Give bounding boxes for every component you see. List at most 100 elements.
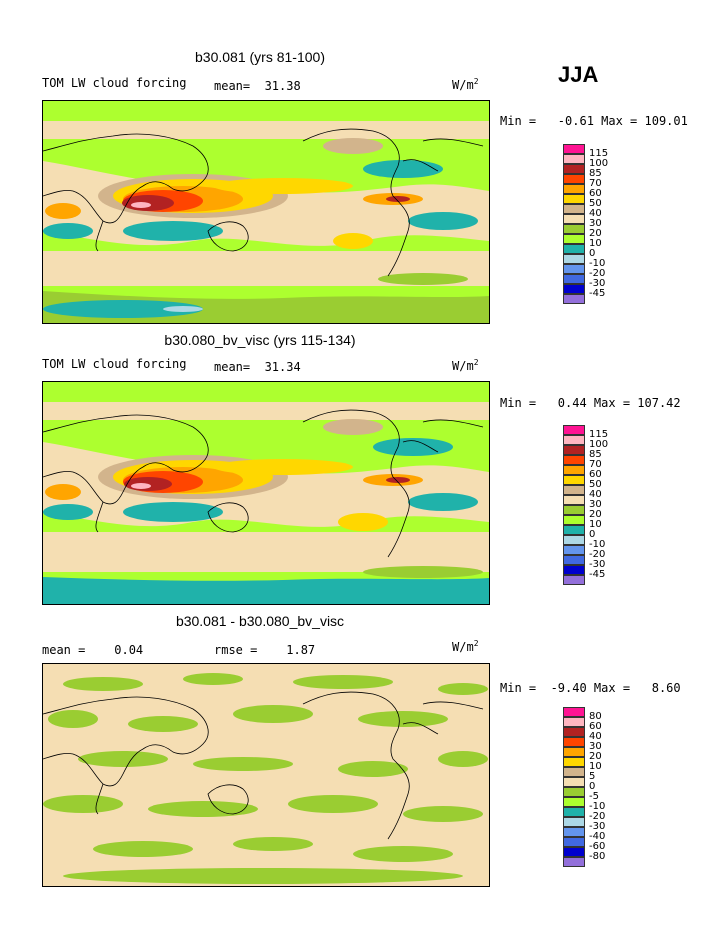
colorbar-swatch [563, 495, 585, 505]
colorbar-label: 30 [589, 499, 602, 510]
colorbar-label: 70 [589, 178, 602, 189]
panel3-units: W/m2 [452, 639, 479, 654]
colorbar-label: 60 [589, 469, 602, 480]
colorbar-swatch [563, 274, 585, 284]
colorbar-swatch [563, 435, 585, 445]
panel3-minmax: Min = -9.40 Max = 8.60 [500, 681, 681, 695]
panel3-map-svg [43, 664, 489, 886]
colorbar-swatch [563, 545, 585, 555]
colorbar-swatch [563, 234, 585, 244]
colorbar-label: -40 [589, 831, 606, 842]
colorbar-label: 10 [589, 238, 602, 249]
colorbar-swatch [563, 757, 585, 767]
colorbar-label: 5 [589, 771, 596, 782]
panel3-title: b30.081 - b30.080_bv_visc [175, 613, 345, 629]
colorbar-label: 0 [589, 781, 596, 792]
panel2-minmax: Min = 0.44 Max = 107.42 [500, 396, 681, 410]
colorbar-label: 0 [589, 248, 596, 259]
colorbar-label: -10 [589, 258, 606, 269]
colorbar-label: -45 [589, 288, 606, 299]
colorbar-swatch [563, 505, 585, 515]
colorbar-label: -30 [589, 821, 606, 832]
colorbar-label: 100 [589, 439, 609, 450]
colorbar-label: -20 [589, 811, 606, 822]
colorbar-label: 40 [589, 489, 602, 500]
colorbar-label: 80 [589, 711, 602, 722]
colorbar-swatch [563, 425, 585, 435]
panel3-colorbar: 80 60 40 30 20 10 5 0 -5 -10 -20 -30 -40… [563, 707, 623, 882]
colorbar-swatch [563, 204, 585, 214]
colorbar-swatch [563, 717, 585, 727]
colorbar-swatch [563, 254, 585, 264]
colorbar-label: -60 [589, 841, 606, 852]
colorbar-swatch [563, 284, 585, 294]
panel2-colorbar: 115 100 85 70 60 50 40 30 20 10 0 -10 -2… [563, 425, 623, 600]
panel1-map-svg [43, 101, 489, 323]
colorbar-swatch [563, 747, 585, 757]
colorbar-label: 60 [589, 721, 602, 732]
colorbar-swatch [563, 787, 585, 797]
colorbar-label: 50 [589, 479, 602, 490]
panel1-colorbar: 115 100 85 70 60 50 40 30 20 10 0 -10 -2… [563, 144, 623, 319]
panel1-units: W/m2 [452, 77, 479, 92]
colorbar-swatch [563, 535, 585, 545]
colorbar-swatch [563, 164, 585, 174]
panel2-title: b30.080_bv_visc (yrs 115-134) [164, 332, 356, 348]
panel2-map [42, 381, 490, 605]
colorbar-swatch [563, 244, 585, 254]
colorbar-label: -5 [589, 791, 599, 802]
colorbar-swatch [563, 525, 585, 535]
colorbar-swatch [563, 485, 585, 495]
colorbar-swatch [563, 727, 585, 737]
colorbar-label: 85 [589, 449, 602, 460]
panel3-map [42, 663, 490, 887]
colorbar-label: 0 [589, 529, 596, 540]
colorbar-swatch [563, 184, 585, 194]
colorbar-label: 85 [589, 168, 602, 179]
colorbar-swatch [563, 214, 585, 224]
colorbar-label: 40 [589, 731, 602, 742]
colorbar-label: 30 [589, 741, 602, 752]
panel1-map [42, 100, 490, 324]
colorbar-swatch [563, 827, 585, 837]
colorbar-swatch [563, 767, 585, 777]
colorbar-swatch [563, 475, 585, 485]
colorbar-swatch [563, 737, 585, 747]
panel2-units: W/m2 [452, 358, 479, 373]
colorbar-label: 10 [589, 761, 602, 772]
colorbar-swatch [563, 515, 585, 525]
colorbar-label: 50 [589, 198, 602, 209]
colorbar-swatch [563, 455, 585, 465]
season-label: JJA [558, 62, 599, 87]
panel1-mean: mean= 31.38 [214, 79, 301, 93]
panel2-field-label: TOM LW cloud forcing [42, 357, 187, 371]
colorbar-swatch [563, 264, 585, 274]
colorbar-swatch [563, 575, 585, 585]
colorbar-swatch [563, 174, 585, 184]
panel1-field-label: TOM LW cloud forcing [42, 76, 187, 90]
colorbar-swatch [563, 224, 585, 234]
colorbar-swatch [563, 807, 585, 817]
colorbar-label: 115 [589, 148, 609, 159]
colorbar-swatch [563, 707, 585, 717]
colorbar-label: 20 [589, 228, 602, 239]
colorbar-label: 30 [589, 218, 602, 229]
colorbar-swatch [563, 294, 585, 304]
colorbar-label: 100 [589, 158, 609, 169]
colorbar-label: -10 [589, 539, 606, 550]
panel2-map-svg [43, 382, 489, 604]
colorbar-swatch [563, 154, 585, 164]
colorbar-label: -20 [589, 549, 606, 560]
colorbar-swatch [563, 837, 585, 847]
colorbar-label: -80 [589, 851, 606, 862]
colorbar-swatch [563, 847, 585, 857]
colorbar-label: -45 [589, 569, 606, 580]
panel1-title: b30.081 (yrs 81-100) [195, 49, 325, 65]
colorbar-swatch [563, 465, 585, 475]
colorbar-label: -30 [589, 278, 606, 289]
colorbar-label: 20 [589, 751, 602, 762]
panel3-mean: mean = 0.04 [42, 643, 144, 657]
colorbar-label: 60 [589, 188, 602, 199]
colorbar-label: 115 [589, 429, 609, 440]
panel2-mean: mean= 31.34 [214, 360, 301, 374]
